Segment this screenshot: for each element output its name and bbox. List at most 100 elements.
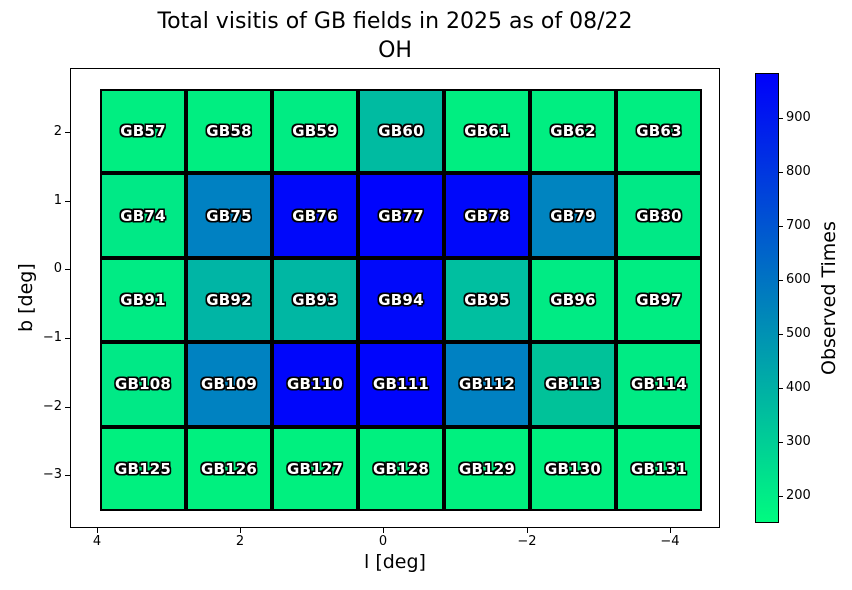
- heatmap-cell: GB112: [444, 342, 530, 427]
- heatmap-cell-label: GB78: [464, 206, 510, 225]
- y-tick-label: 1: [53, 193, 62, 208]
- heatmap-cell-label: GB109: [200, 375, 258, 394]
- heatmap-cell: GB78: [444, 173, 530, 258]
- x-tick-mark: [383, 528, 385, 533]
- heatmap-cell: GB91: [100, 257, 186, 343]
- colorbar-tick-label: 600: [786, 272, 811, 287]
- x-tick-mark: [670, 528, 672, 533]
- heatmap-cell-label: GB128: [372, 459, 430, 478]
- y-tick-mark: [65, 132, 70, 134]
- heatmap-cell: GB130: [530, 426, 616, 511]
- colorbar-tick-label: 700: [786, 218, 811, 233]
- heatmap-cell: GB95: [444, 257, 530, 343]
- chart-title-line1: Total visitis of GB fields in 2025 as of…: [157, 9, 633, 34]
- heatmap-cell-label: GB111: [372, 375, 430, 394]
- colorbar-label: Observed Times: [818, 221, 840, 375]
- colorbar-tick-label: 400: [786, 380, 811, 395]
- colorbar-tick-mark: [779, 442, 783, 444]
- x-tick-mark: [240, 528, 242, 533]
- heatmap-cell: GB128: [358, 426, 444, 511]
- y-tick-label: −3: [42, 467, 62, 482]
- heatmap-cell-label: GB77: [378, 206, 424, 225]
- heatmap-cell-label: GB96: [550, 290, 596, 309]
- heatmap-cell: GB79: [530, 173, 616, 258]
- y-tick-label: 0: [53, 261, 62, 276]
- heatmap-cell-label: GB62: [550, 122, 596, 141]
- y-tick-label: −1: [42, 330, 62, 345]
- colorbar-tick-mark: [779, 118, 783, 120]
- heatmap-cell: GB126: [186, 426, 272, 511]
- y-tick-mark: [65, 269, 70, 271]
- heatmap-cell-label: GB130: [544, 459, 602, 478]
- heatmap-cell: GB108: [100, 342, 186, 427]
- colorbar-tick-label: 200: [786, 488, 811, 503]
- heatmap-cell: GB93: [272, 257, 358, 343]
- colorbar-tick-mark: [779, 334, 783, 336]
- heatmap-cell: GB110: [272, 342, 358, 427]
- colorbar-tick-label: 900: [786, 110, 811, 125]
- heatmap-cell-label: GB60: [378, 122, 424, 141]
- x-tick-label: −4: [660, 534, 680, 549]
- heatmap-grid: GB57 GB58 GB59 GB60 GB61 GB62 GB63 GB74 GB75 GB76…: [100, 89, 702, 511]
- heatmap-cell-label: GB61: [464, 122, 510, 141]
- x-tick-label: −2: [517, 534, 537, 549]
- heatmap-cell-label: GB131: [630, 459, 688, 478]
- y-axis-label: b [deg]: [15, 263, 37, 333]
- heatmap-cell: GB129: [444, 426, 530, 511]
- colorbar-gradient: [756, 74, 778, 522]
- heatmap-cell: GB97: [616, 257, 702, 343]
- heatmap-cell: GB74: [100, 173, 186, 258]
- plot-area: GB57 GB58 GB59 GB60 GB61 GB62 GB63 GB74 GB75 GB76…: [70, 68, 720, 528]
- heatmap-cell: GB113: [530, 342, 616, 427]
- colorbar-tick-mark: [779, 172, 783, 174]
- colorbar: [755, 73, 779, 523]
- chart-title: Total visitis of GB fields in 2025 as of…: [0, 7, 790, 65]
- heatmap-cell-label: GB58: [206, 122, 252, 141]
- heatmap-cell: GB96: [530, 257, 616, 343]
- heatmap-cell: GB80: [616, 173, 702, 258]
- x-tick-mark: [97, 528, 99, 533]
- heatmap-cell: GB109: [186, 342, 272, 427]
- heatmap-cell: GB111: [358, 342, 444, 427]
- chart-title-line2: OH: [378, 38, 412, 63]
- heatmap-cell: GB61: [444, 89, 530, 174]
- colorbar-tick-label: 300: [786, 434, 811, 449]
- heatmap-cell-label: GB110: [286, 375, 344, 394]
- y-tick-label: 2: [53, 124, 62, 139]
- colorbar-tick-mark: [779, 280, 783, 282]
- heatmap-cell: GB75: [186, 173, 272, 258]
- heatmap-cell-label: GB57: [120, 122, 166, 141]
- heatmap-cell: GB58: [186, 89, 272, 174]
- heatmap-cell-label: GB93: [292, 290, 338, 309]
- heatmap-cell-label: GB94: [378, 290, 424, 309]
- heatmap-cell-label: GB129: [458, 459, 516, 478]
- x-tick-mark: [527, 528, 529, 533]
- heatmap-cell-label: GB75: [206, 206, 252, 225]
- colorbar-tick-mark: [779, 388, 783, 390]
- heatmap-cell: GB127: [272, 426, 358, 511]
- x-tick-label: 0: [378, 534, 388, 549]
- y-tick-label: −2: [42, 399, 62, 414]
- heatmap-cell-label: GB97: [636, 290, 682, 309]
- heatmap-cell-label: GB95: [464, 290, 510, 309]
- y-tick-mark: [65, 338, 70, 340]
- x-tick-label: 4: [92, 534, 102, 549]
- heatmap-cell: GB77: [358, 173, 444, 258]
- heatmap-cell-label: GB127: [286, 459, 344, 478]
- heatmap-cell: GB131: [616, 426, 702, 511]
- heatmap-cell-label: GB76: [292, 206, 338, 225]
- heatmap-cell-label: GB126: [200, 459, 258, 478]
- heatmap-cell: GB76: [272, 173, 358, 258]
- heatmap-cell-label: GB125: [114, 459, 172, 478]
- heatmap-cell: GB94: [358, 257, 444, 343]
- heatmap-cell: GB63: [616, 89, 702, 174]
- colorbar-tick-mark: [779, 226, 783, 228]
- x-axis-label: l [deg]: [364, 551, 426, 573]
- colorbar-tick-label: 800: [786, 164, 811, 179]
- heatmap-cell: GB57: [100, 89, 186, 174]
- heatmap-cell-label: GB113: [544, 375, 602, 394]
- colorbar-tick-mark: [779, 496, 783, 498]
- heatmap-cell-label: GB92: [206, 290, 252, 309]
- y-tick-mark: [65, 201, 70, 203]
- heatmap-cell: GB92: [186, 257, 272, 343]
